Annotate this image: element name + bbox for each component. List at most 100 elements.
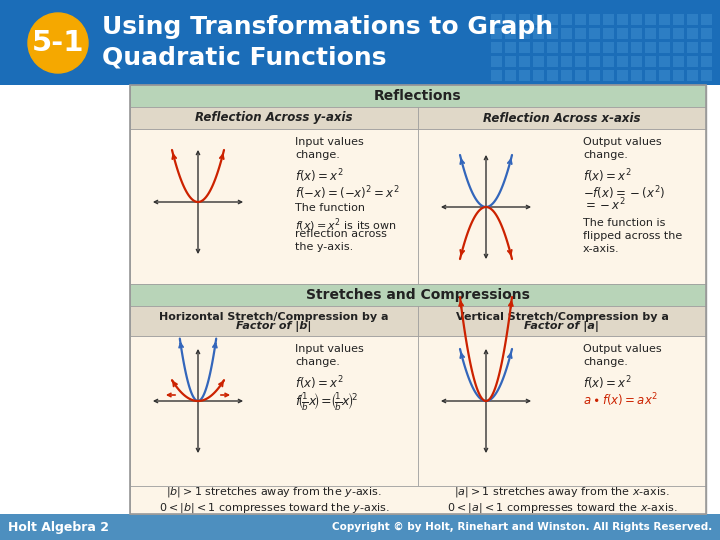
Bar — [130, 486, 706, 514]
Bar — [645, 14, 656, 25]
Text: 5-1: 5-1 — [32, 29, 84, 57]
Bar — [130, 129, 418, 284]
Text: $f(x) = x^2$: $f(x) = x^2$ — [583, 167, 631, 185]
Bar — [491, 70, 502, 81]
Bar — [701, 56, 712, 67]
Bar — [505, 56, 516, 67]
Bar — [659, 28, 670, 39]
Text: the y-axis.: the y-axis. — [295, 242, 354, 252]
Bar — [603, 42, 614, 53]
Bar — [547, 42, 558, 53]
Text: reflection across: reflection across — [295, 229, 387, 239]
Bar — [491, 42, 502, 53]
Text: change.: change. — [295, 357, 340, 367]
Bar — [617, 70, 628, 81]
Bar — [687, 28, 698, 39]
Bar — [130, 336, 418, 486]
Bar — [617, 42, 628, 53]
Bar — [631, 42, 642, 53]
Bar — [519, 28, 530, 39]
Text: $f(x) = x^2$: $f(x) = x^2$ — [295, 167, 343, 185]
Bar — [589, 14, 600, 25]
Text: change.: change. — [583, 150, 628, 160]
Text: $f(x) = x^2$: $f(x) = x^2$ — [583, 374, 631, 392]
Text: Reflection Across y-axis: Reflection Across y-axis — [195, 111, 353, 125]
Text: The function: The function — [295, 203, 365, 213]
Bar — [673, 14, 684, 25]
Bar — [547, 56, 558, 67]
Text: Reflection Across x-axis: Reflection Across x-axis — [483, 111, 641, 125]
Bar — [687, 56, 698, 67]
Bar — [631, 28, 642, 39]
Bar — [505, 14, 516, 25]
Bar — [418, 306, 706, 336]
Bar — [561, 56, 572, 67]
Bar — [575, 14, 586, 25]
Text: $f(x) = x^2$ is its own: $f(x) = x^2$ is its own — [295, 216, 397, 234]
Text: $f(-x) = (-x)^2 = x^2$: $f(-x) = (-x)^2 = x^2$ — [295, 184, 400, 201]
Bar — [533, 28, 544, 39]
Bar — [575, 42, 586, 53]
Text: Input values: Input values — [295, 344, 364, 354]
Text: $f\!\left(\!\frac{1}{b}x\!\right)\!=\!\left(\!\frac{1}{b}x\!\right)^{\!2}$: $f\!\left(\!\frac{1}{b}x\!\right)\!=\!\l… — [295, 391, 359, 414]
Bar — [701, 42, 712, 53]
Bar — [687, 42, 698, 53]
Bar — [645, 56, 656, 67]
Text: Stretches and Compressions: Stretches and Compressions — [306, 288, 530, 302]
Text: Factor of |a|: Factor of |a| — [524, 321, 600, 333]
Text: Copyright © by Holt, Rinehart and Winston. All Rights Reserved.: Copyright © by Holt, Rinehart and Winsto… — [332, 522, 712, 532]
Bar — [418, 336, 706, 486]
Bar — [561, 14, 572, 25]
Bar — [0, 0, 720, 85]
Bar — [418, 129, 706, 284]
Text: Reflections: Reflections — [374, 89, 462, 103]
Text: Input values: Input values — [295, 137, 364, 147]
Bar — [589, 56, 600, 67]
Bar — [575, 56, 586, 67]
Bar — [589, 42, 600, 53]
Circle shape — [28, 13, 88, 73]
Text: Output values: Output values — [583, 344, 662, 354]
Bar — [519, 70, 530, 81]
Text: $= -x^2$: $= -x^2$ — [583, 197, 626, 214]
Bar — [547, 14, 558, 25]
Bar — [519, 14, 530, 25]
Bar — [645, 28, 656, 39]
Bar — [519, 56, 530, 67]
Text: flipped across the: flipped across the — [583, 231, 683, 241]
Bar — [701, 70, 712, 81]
Bar — [519, 42, 530, 53]
Bar — [130, 284, 706, 306]
Text: $0 < |a| < 1$ compresses toward the $x$-axis.: $0 < |a| < 1$ compresses toward the $x$-… — [446, 501, 678, 515]
Bar — [533, 70, 544, 81]
Bar — [589, 70, 600, 81]
Text: Holt Algebra 2: Holt Algebra 2 — [8, 521, 109, 534]
Bar — [575, 70, 586, 81]
Bar — [631, 70, 642, 81]
Bar — [701, 28, 712, 39]
Text: $a \bullet f(x) = ax^2$: $a \bullet f(x) = ax^2$ — [583, 391, 658, 409]
Bar — [603, 14, 614, 25]
Text: Quadratic Functions: Quadratic Functions — [102, 46, 387, 70]
Text: Output values: Output values — [583, 137, 662, 147]
Bar — [659, 14, 670, 25]
Text: change.: change. — [583, 357, 628, 367]
Bar — [533, 56, 544, 67]
Text: $|a| > 1$ stretches away from the $x$-axis.: $|a| > 1$ stretches away from the $x$-ax… — [454, 485, 670, 499]
Text: change.: change. — [295, 150, 340, 160]
Bar — [659, 56, 670, 67]
Bar — [491, 14, 502, 25]
Text: $|b| > 1$ stretches away from the $y$-axis.: $|b| > 1$ stretches away from the $y$-ax… — [166, 485, 382, 499]
Bar — [645, 70, 656, 81]
Bar — [631, 56, 642, 67]
Bar — [673, 42, 684, 53]
Bar — [130, 85, 706, 514]
Text: The function is: The function is — [583, 218, 665, 228]
Bar — [561, 70, 572, 81]
Text: x-axis.: x-axis. — [583, 244, 620, 254]
Bar — [673, 28, 684, 39]
Bar — [0, 514, 720, 540]
Bar — [645, 42, 656, 53]
Bar — [701, 14, 712, 25]
Bar — [617, 14, 628, 25]
